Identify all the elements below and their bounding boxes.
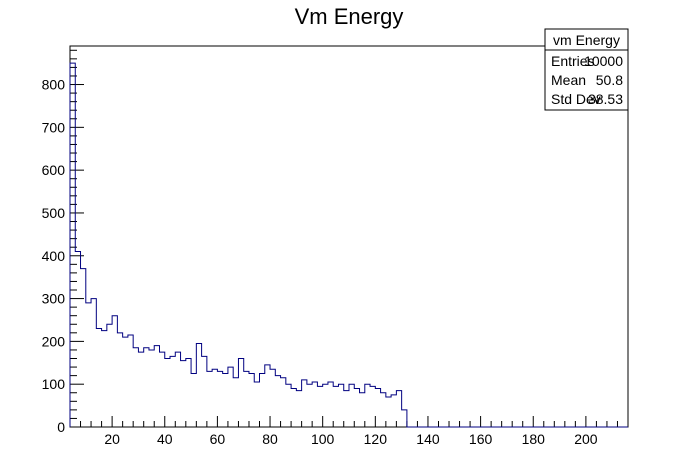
x-tick-label: 40 (157, 431, 173, 447)
x-tick-label: 120 (364, 431, 388, 447)
y-tick-label: 800 (42, 77, 66, 93)
plot-frame-rect (69, 45, 629, 428)
y-tick-label: 400 (42, 248, 66, 264)
chart-title: Vm Energy (295, 4, 404, 29)
x-tick-label: 160 (469, 431, 493, 447)
stats-label: Mean (551, 72, 586, 88)
x-tick-label: 20 (104, 431, 120, 447)
histogram-line (69, 62, 628, 428)
y-tick-label: 700 (42, 119, 66, 135)
x-tick-label: 80 (262, 431, 278, 447)
y-tick-label: 300 (42, 291, 66, 307)
x-tick-label: 180 (522, 431, 546, 447)
stats-label: Entries (551, 53, 595, 69)
axis-ticks (69, 49, 629, 428)
stats-title: vm Energy (553, 32, 620, 48)
x-tick-label: 60 (210, 431, 226, 447)
stats-label: Std Dev (551, 91, 601, 107)
y-tick-label: 500 (42, 205, 66, 221)
y-tick-label: 0 (57, 419, 65, 435)
plot-frame (69, 45, 629, 428)
x-tick-label: 100 (311, 431, 335, 447)
x-tick-label: 140 (416, 431, 440, 447)
x-tick-label: 200 (574, 431, 598, 447)
stats-value: 50.8 (596, 72, 623, 88)
stats-value: 10000 (584, 53, 623, 69)
y-tick-label: 100 (42, 376, 66, 392)
y-tick-label: 600 (42, 162, 66, 178)
stats-value: 38.53 (588, 91, 623, 107)
stats-box-frame (544, 28, 629, 111)
y-tick-label: 200 (42, 333, 66, 349)
tick-labels: 20 40 60 80 100 120 140 160 180 200 0 100 200 300 400 5… (42, 77, 598, 447)
